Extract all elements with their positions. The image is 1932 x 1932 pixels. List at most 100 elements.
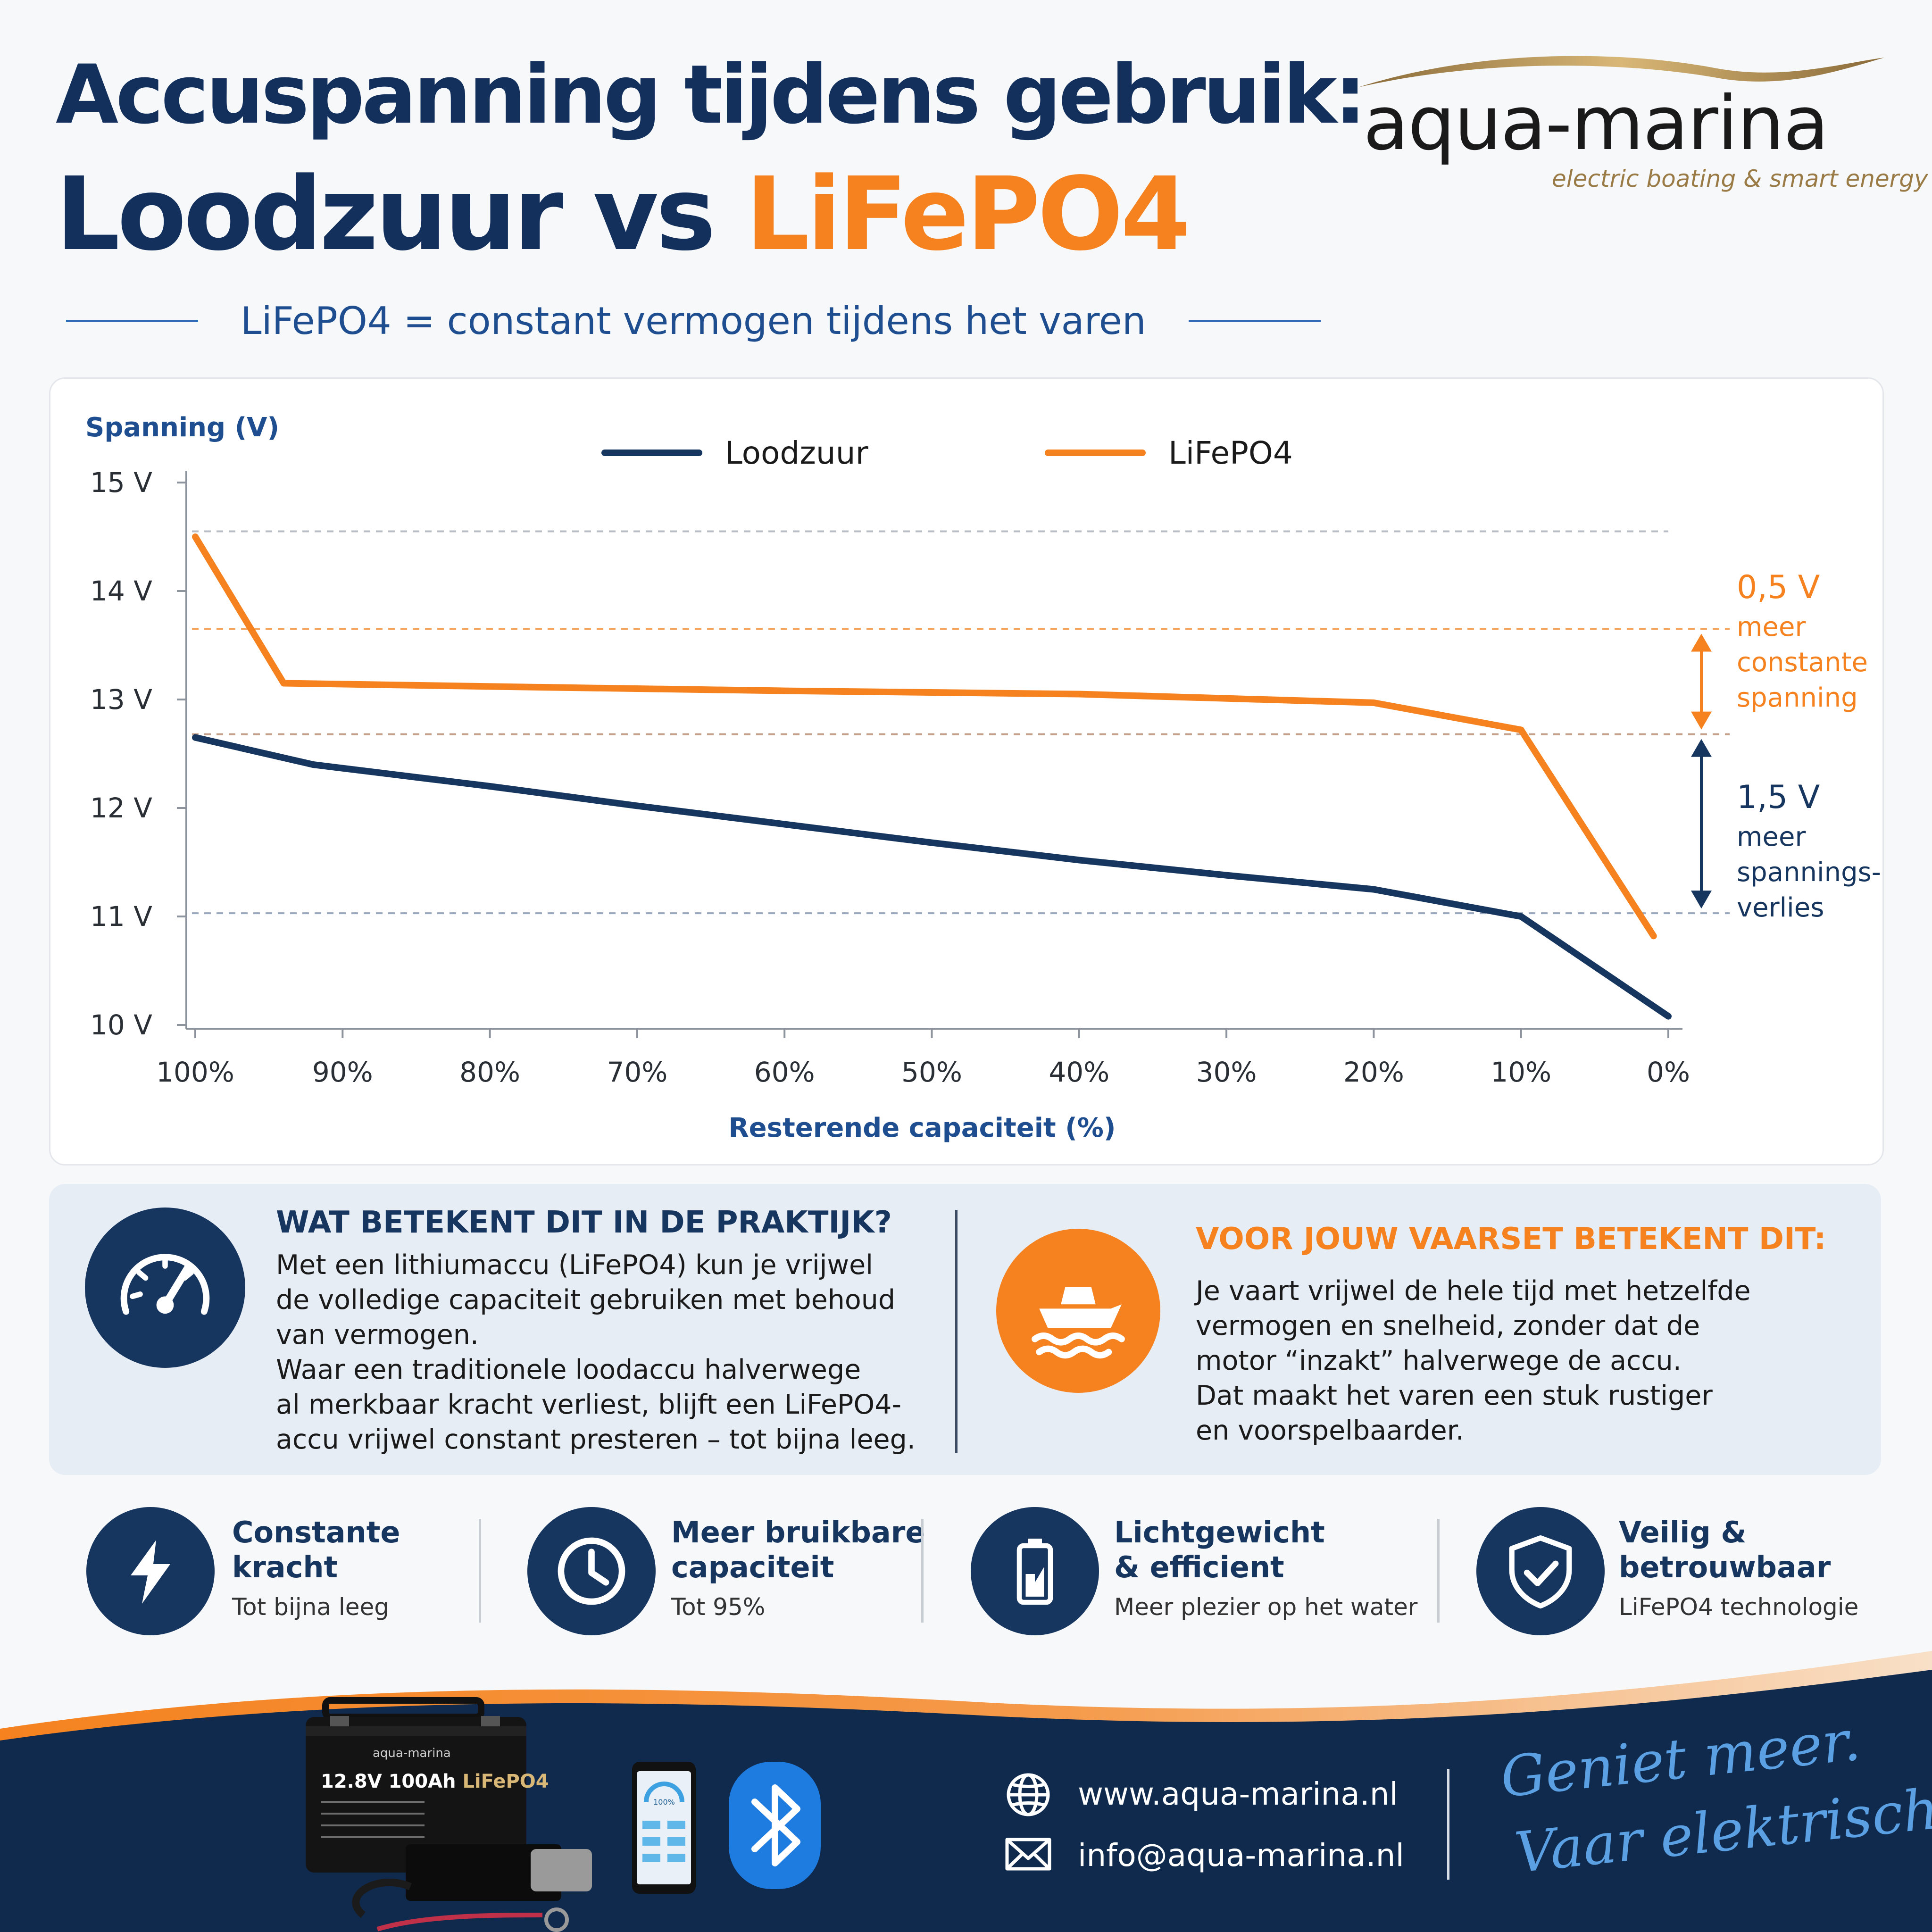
feature-title: betrouwbaar <box>1619 1550 1831 1584</box>
website-link[interactable]: www.aqua-marina.nl <box>1078 1776 1398 1812</box>
feature-title: capaciteit <box>671 1550 834 1584</box>
feature-title: & efficient <box>1114 1550 1284 1584</box>
email-link[interactable]: info@aqua-marina.nl <box>1078 1837 1404 1874</box>
y-tick-label: 12 V <box>90 792 152 824</box>
annotation-arrow-head <box>1691 633 1712 652</box>
info-right-line: en voorspelbaarder. <box>1196 1415 1465 1446</box>
page-title: Accuspanning tijdens gebruik: <box>56 47 1366 142</box>
feature-subtitle: Tot 95% <box>671 1593 766 1621</box>
annotation-text: meer <box>1737 822 1806 852</box>
y-tick-label: 13 V <box>90 683 152 716</box>
x-tick-label: 0% <box>1647 1056 1690 1088</box>
annotation-value: 1,5 V <box>1737 779 1820 816</box>
clock-icon <box>527 1507 656 1635</box>
phone-readout: 100% <box>653 1798 675 1807</box>
subtitle-rule-right <box>1188 319 1321 322</box>
info-right-line: Dat maakt het varen een stuk rustiger <box>1196 1380 1713 1411</box>
x-tick-label: 90% <box>312 1056 373 1088</box>
annotation-text: constante <box>1737 647 1868 678</box>
x-tick-label: 80% <box>459 1056 520 1088</box>
x-tick-label: 50% <box>901 1056 962 1088</box>
globe-icon <box>1007 1773 1050 1816</box>
logo-swoosh-icon <box>1358 56 1884 87</box>
info-left-line: de volledige capaciteit gebruiken met be… <box>276 1284 896 1316</box>
series-line-lifepo4 <box>192 533 1657 940</box>
info-right-heading: VOOR JOUW VAARSET BETEKENT DIT: <box>1196 1222 1826 1257</box>
annotation-value: 0,5 V <box>1737 569 1820 606</box>
shield-glyph <box>1509 1535 1572 1609</box>
subtitle-rule-left <box>66 319 198 322</box>
y-axis-label: Spanning (V) <box>85 412 279 443</box>
x-tick-label: 60% <box>754 1056 815 1088</box>
x-tick-label: 30% <box>1196 1056 1257 1088</box>
title-lifepo4: LiFePO4 <box>745 156 1191 273</box>
feature-constante-kracht: Constante kracht Tot bijna leeg <box>232 1515 400 1621</box>
title-loodzuur: Loodzuur vs <box>56 156 746 273</box>
info-right-line: vermogen en snelheid, zonder dat de <box>1196 1310 1700 1341</box>
x-tick-label: 100% <box>156 1056 234 1088</box>
feature-title: kracht <box>232 1550 338 1584</box>
feature-divider <box>921 1519 924 1623</box>
legend-label-loodzuur: Loodzuur <box>725 435 869 471</box>
annotation-arrow-head <box>1691 739 1712 757</box>
feature-capaciteit: Meer bruikbare capaciteit Tot 95% <box>671 1515 925 1621</box>
info-divider <box>955 1210 958 1453</box>
x-tick-label: 70% <box>607 1056 667 1088</box>
feature-lichtgewicht: Lichtgewicht & efficient Meer plezier op… <box>1114 1515 1417 1621</box>
info-left-body: Met een lithiumaccu (LiFePO4) kun je vri… <box>276 1248 916 1457</box>
battery-label-chem: LiFePO4 <box>462 1771 549 1792</box>
annotation-text: verlies <box>1737 892 1824 923</box>
feature-title: Constante <box>232 1515 400 1549</box>
annotation-arrow-head <box>1691 891 1712 909</box>
legend-label-lifepo4: LiFePO4 <box>1168 435 1293 471</box>
phone-app-icon: 100% <box>632 1762 696 1894</box>
x-tick-label: 10% <box>1491 1056 1551 1088</box>
x-tick-label: 40% <box>1049 1056 1109 1088</box>
footer-divider <box>1447 1769 1449 1880</box>
info-left-line: van vermogen. <box>276 1319 479 1350</box>
annotation-text: meer <box>1737 612 1806 642</box>
info-left-line: al merkbaar kracht verliest, blijft een … <box>276 1389 902 1420</box>
info-right-line: Je vaart vrijwel de hele tijd met hetzel… <box>1196 1275 1751 1307</box>
clock-glyph <box>558 1537 625 1605</box>
feature-subtitle: Tot bijna leeg <box>232 1593 390 1621</box>
x-tick-label: 20% <box>1343 1056 1404 1088</box>
feature-divider <box>479 1519 481 1623</box>
info-left-line: accu vrijwel constant presteren – tot bi… <box>276 1424 916 1455</box>
battery-label: 12.8V 100Ah LiFePO4 <box>321 1771 549 1792</box>
annotation-arrow-head <box>1691 711 1712 730</box>
feature-subtitle: LiFePO4 technologie <box>1619 1593 1859 1621</box>
chart-card: 15 V 14 V 13 V 12 V 11 V 10 V 100% 90% 80% 70% 60%… <box>49 377 1884 1166</box>
y-tick-label: 14 V <box>90 575 152 607</box>
speedometer-icon <box>85 1208 245 1368</box>
speedometer-glyph <box>120 1254 210 1315</box>
lightning-glyph <box>131 1540 170 1604</box>
feature-subtitle: Meer plezier op het water <box>1114 1593 1418 1621</box>
series-line-loodzuur <box>192 734 1672 1020</box>
boat-glyph <box>1032 1287 1125 1359</box>
subtitle-row: LiFePO4 = constant vermogen tijdens het … <box>66 295 1321 347</box>
subtitle: LiFePO4 = constant vermogen tijdens het … <box>241 299 1146 343</box>
y-tick-label: 15 V <box>90 466 152 499</box>
annotation-text: spanning <box>1737 683 1858 713</box>
info-left-line: Waar een traditionele loodaccu halverweg… <box>276 1354 861 1385</box>
y-tick-label: 10 V <box>90 1009 152 1041</box>
boat-icon <box>996 1229 1160 1393</box>
x-axis-label: Resterende capaciteit (%) <box>729 1113 1116 1143</box>
y-tick-label: 11 V <box>90 900 152 933</box>
info-left-heading: WAT BETEKENT DIT IN DE PRAKTIJK? <box>276 1205 892 1240</box>
feature-title: Lichtgewicht <box>1114 1515 1325 1549</box>
feature-title: Veilig & <box>1619 1515 1747 1549</box>
lightning-icon <box>86 1507 215 1635</box>
shield-check-icon <box>1476 1507 1605 1635</box>
battery-product-icon: aqua-marina 12.8V 100Ah LiFePO4 <box>306 1697 592 1932</box>
mail-icon <box>1005 1838 1051 1871</box>
bluetooth-icon <box>729 1762 821 1889</box>
battery-brand: aqua-marina <box>373 1746 451 1760</box>
feature-veilig: Veilig & betrouwbaar LiFePO4 technologie <box>1619 1515 1858 1621</box>
info-right-line: motor “inzakt” halverwege de accu. <box>1196 1345 1682 1376</box>
battery-icon <box>971 1507 1099 1635</box>
info-right-body: Je vaart vrijwel de hele tijd met hetzel… <box>1196 1274 1751 1448</box>
logo-tagline: electric boating & smart energy <box>1552 165 1928 192</box>
